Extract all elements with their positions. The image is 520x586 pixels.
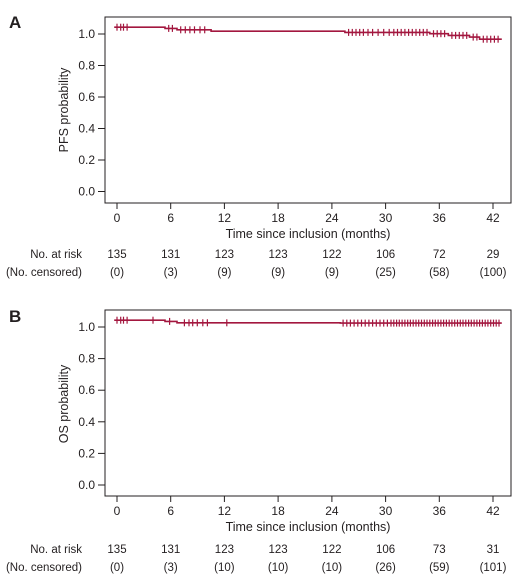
censored-value: (0) (110, 562, 124, 574)
x-tick-label: 18 (271, 211, 285, 225)
censored-value: (10) (322, 562, 343, 574)
km-curve-a (114, 23, 502, 43)
censored-value: (100) (480, 267, 507, 279)
km-curve-b (114, 316, 502, 327)
at-risk-value: 123 (269, 249, 288, 261)
x-axis-title-a: Time since inclusion (months) (226, 227, 391, 241)
y-ticks-b: 1.0 0.8 0.6 0.4 0.2 0.0 (78, 320, 105, 492)
panel-b: B 1.0 0.8 0.6 0.4 0.2 0.0 0 6 (6, 307, 512, 574)
censored-value: (59) (429, 562, 450, 574)
x-tick-label: 42 (486, 211, 500, 225)
censored-label: (No. censored) (6, 562, 82, 574)
censored-value: (0) (110, 267, 124, 279)
at-risk-label: No. at risk (30, 544, 82, 556)
plot-frame-b (104, 309, 512, 497)
censored-value: (3) (164, 562, 178, 574)
x-tick-label: 30 (379, 211, 393, 225)
x-tick-label: 6 (167, 211, 174, 225)
x-tick-label: 24 (325, 504, 339, 518)
at-risk-value: 135 (107, 249, 126, 261)
survival-line (114, 26, 502, 40)
x-ticks-b: 0 6 12 18 24 30 36 42 (114, 496, 500, 518)
at-risk-value: 131 (161, 249, 180, 261)
x-tick-label: 6 (167, 504, 174, 518)
at-risk-value: 73 (433, 544, 446, 556)
panel-letter-b: B (9, 307, 21, 326)
y-tick-label: 0.0 (78, 478, 95, 492)
at-risk-value: 135 (107, 544, 126, 556)
y-tick-label: 0.6 (78, 383, 95, 397)
y-axis-title-a: PFS probability (57, 67, 71, 153)
at-risk-label: No. at risk (30, 249, 82, 261)
x-tick-label: 0 (114, 211, 121, 225)
censored-value: (58) (429, 267, 450, 279)
at-risk-value: 31 (487, 544, 500, 556)
y-tick-label: 0.6 (78, 90, 95, 104)
at-risk-value: 122 (322, 544, 341, 556)
censored-value: (9) (271, 267, 285, 279)
y-tick-label: 0.4 (78, 415, 95, 429)
y-tick-label: 0.4 (78, 122, 95, 136)
censored-value: (10) (268, 562, 289, 574)
censored-value: (26) (375, 562, 396, 574)
at-risk-value: 72 (433, 249, 446, 261)
at-risk-value: 131 (161, 544, 180, 556)
x-tick-label: 12 (218, 504, 232, 518)
at-risk-value: 123 (215, 249, 234, 261)
panel-a: A 1.0 0.8 0.6 0.4 0.2 0.0 0 6 (6, 13, 512, 279)
survival-line (114, 319, 502, 324)
x-ticks-a: 0 6 12 18 24 30 36 42 (114, 203, 500, 225)
risk-table-a: No. at risk (No. censored) 135 131 123 1… (6, 249, 507, 279)
x-axis-title-b: Time since inclusion (months) (226, 520, 391, 534)
y-tick-label: 0.8 (78, 59, 95, 73)
at-risk-value: 106 (376, 544, 395, 556)
x-tick-label: 24 (325, 211, 339, 225)
y-tick-label: 0.8 (78, 352, 95, 366)
y-ticks-a: 1.0 0.8 0.6 0.4 0.2 0.0 (78, 27, 105, 199)
x-tick-label: 30 (379, 504, 393, 518)
at-risk-value: 29 (487, 249, 500, 261)
at-risk-value: 106 (376, 249, 395, 261)
censored-value: (3) (164, 267, 178, 279)
at-risk-value: 123 (269, 544, 288, 556)
x-tick-label: 36 (433, 211, 447, 225)
at-risk-value: 122 (322, 249, 341, 261)
x-tick-label: 36 (433, 504, 447, 518)
y-axis-title-b: OS probability (57, 364, 71, 443)
risk-table-b: No. at risk (No. censored) 135 131 123 1… (6, 544, 507, 574)
x-tick-label: 12 (218, 211, 232, 225)
censored-label: (No. censored) (6, 267, 82, 279)
x-tick-label: 0 (114, 504, 121, 518)
x-tick-label: 42 (486, 504, 500, 518)
panel-letter-a: A (9, 13, 21, 32)
censored-value: (9) (217, 267, 231, 279)
at-risk-value: 123 (215, 544, 234, 556)
x-tick-label: 18 (271, 504, 285, 518)
plot-frame-a (104, 16, 512, 204)
censored-value: (10) (214, 562, 235, 574)
censored-value: (9) (325, 267, 339, 279)
y-tick-label: 0.2 (78, 153, 95, 167)
y-tick-label: 0.0 (78, 185, 95, 199)
censored-value: (25) (375, 267, 396, 279)
y-tick-label: 0.2 (78, 446, 95, 460)
y-tick-label: 1.0 (78, 27, 95, 41)
y-tick-label: 1.0 (78, 320, 95, 334)
censored-value: (101) (480, 562, 507, 574)
